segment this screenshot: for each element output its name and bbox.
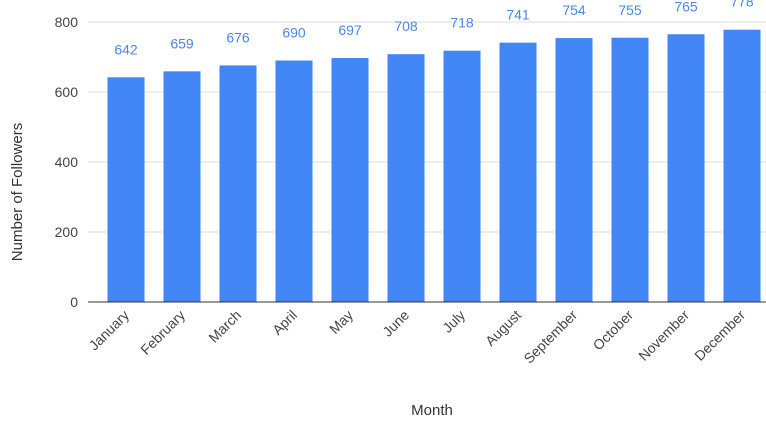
y-axis-title: Number of Followers — [9, 123, 26, 261]
y-tick-label: 800 — [55, 14, 79, 30]
x-tick-label: August — [482, 307, 524, 349]
data-label: 708 — [394, 18, 418, 34]
bar — [387, 54, 425, 303]
y-tick-label: 400 — [55, 154, 79, 170]
bar — [499, 42, 537, 303]
data-label: 642 — [114, 41, 138, 57]
data-label: 754 — [562, 2, 586, 18]
x-tick-label: January — [86, 307, 133, 354]
data-label: 765 — [674, 0, 698, 14]
bar — [667, 34, 705, 302]
y-tick-label: 200 — [55, 224, 79, 240]
x-axis-title: Month — [411, 402, 453, 419]
y-tick-label: 0 — [70, 294, 78, 310]
bar — [555, 38, 593, 302]
x-tick-label: May — [326, 307, 356, 337]
data-label: 778 — [730, 0, 754, 10]
data-label: 690 — [282, 25, 306, 41]
x-tick-label: March — [205, 307, 244, 346]
bar — [611, 37, 649, 302]
bars — [107, 29, 761, 303]
data-label: 718 — [450, 15, 474, 31]
bar — [723, 29, 761, 302]
x-tick-label: November — [635, 307, 692, 364]
data-label: 741 — [506, 7, 530, 23]
bar — [107, 77, 145, 302]
x-tick-label: October — [590, 307, 637, 354]
bar — [163, 71, 201, 302]
y-tick-label: 600 — [55, 84, 79, 100]
x-tick-label: June — [379, 307, 412, 340]
x-axis-ticks: January February March April May June July Augu… — [86, 307, 749, 367]
data-label: 676 — [226, 29, 250, 45]
bar — [443, 50, 481, 303]
data-label: 697 — [338, 22, 362, 38]
x-tick-label: February — [137, 307, 188, 358]
bar — [331, 58, 369, 302]
x-tick-label: April — [269, 307, 300, 338]
x-tick-label: July — [439, 307, 468, 336]
gridlines — [88, 21, 766, 233]
x-tick-label: September — [520, 307, 580, 367]
y-axis-ticks: 0 200 400 600 800 — [55, 14, 79, 310]
data-label: 659 — [170, 35, 194, 51]
bar — [219, 65, 257, 303]
data-labels: 642 659 676 690 697 708 718 741 754 755 765 778 — [114, 0, 754, 57]
data-label: 755 — [618, 2, 642, 18]
x-tick-label: December — [691, 307, 748, 364]
bar — [275, 60, 313, 302]
